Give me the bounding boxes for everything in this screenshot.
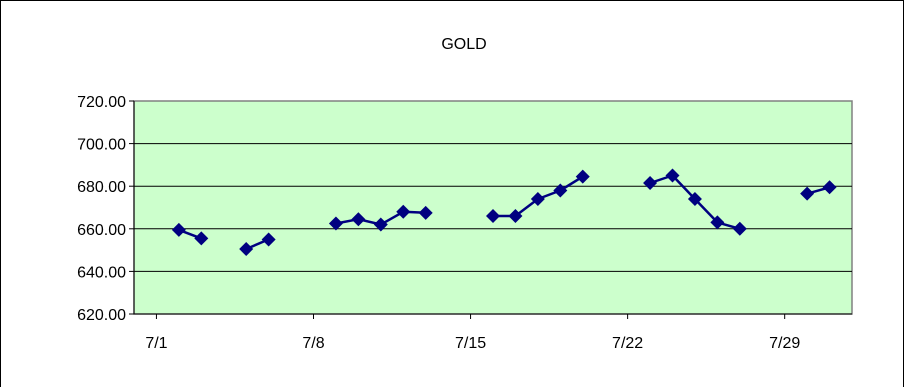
y-tick-label: 660.00 [77,222,126,239]
data-point [373,217,388,232]
data-point [239,242,254,257]
data-point [665,168,680,183]
data-point [261,232,276,247]
data-point [732,221,747,236]
data-point [486,209,500,224]
data-point [418,205,433,220]
chart-title: GOLD [441,36,486,53]
data-point [710,215,725,230]
y-tick-label: 640.00 [77,264,126,281]
data-point [800,186,815,201]
x-tick-label: 7/22 [612,335,643,352]
y-tick-label: 620.00 [77,307,126,324]
axes [129,100,852,319]
data-point [575,169,590,184]
y-tick-labels: 620.00 640.00 660.00 680.00 700.00 720.00 [77,94,126,324]
x-tick-label: 7/1 [145,335,167,352]
data-point [194,231,209,246]
grid-lines [134,143,852,272]
data-point [351,212,366,227]
data-point [822,180,837,195]
series-markers [171,168,837,257]
data-point [396,204,411,219]
data-point [643,176,658,191]
data-point [553,183,568,198]
plot-area [133,100,853,315]
x-tick-label: 7/8 [302,335,324,352]
x-tick-label: 7/29 [769,335,800,352]
data-point [530,191,545,206]
y-tick-label: 680.00 [77,179,126,196]
y-tick-label: 720.00 [77,94,126,111]
data-point [508,209,523,224]
x-tick-labels: 7/1 7/8 7/15 7/22 7/29 [145,335,800,352]
y-tick-label: 700.00 [77,137,126,154]
data-point [328,216,343,231]
data-point [687,191,702,206]
x-tick-label: 7/15 [455,335,486,352]
data-point [171,222,186,237]
